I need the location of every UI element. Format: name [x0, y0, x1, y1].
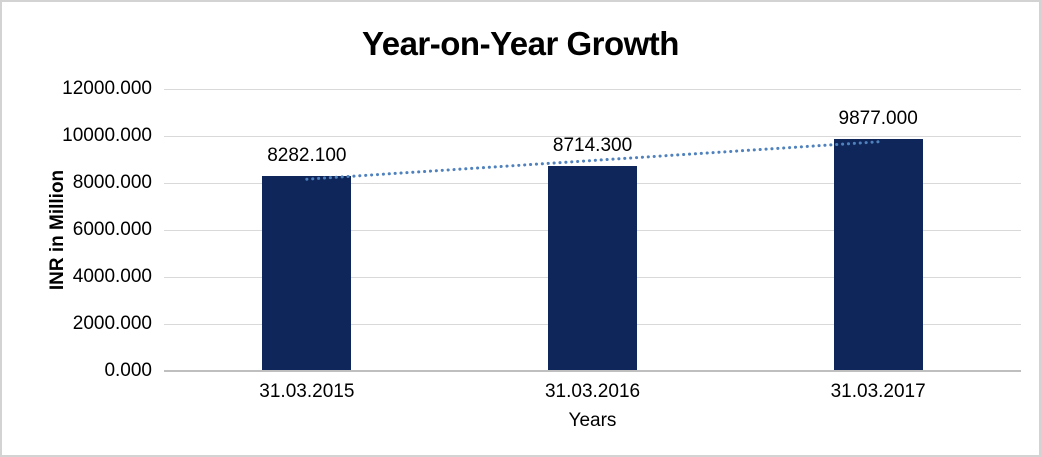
x-category-label-2016: 31.03.2016: [544, 381, 641, 402]
x-category-label-2017: 31.03.2017: [830, 381, 926, 402]
plot-area: 8282.100 8714.300 9877.000: [164, 89, 1021, 372]
bar-2017: [833, 138, 923, 371]
y-tick-label: 12000.000: [62, 78, 152, 99]
chart-title: Year-on-Year Growth: [362, 25, 679, 62]
data-label-2016: 8714.300: [552, 135, 633, 157]
y-tick-label: 0.000: [104, 360, 152, 381]
y-tick-label: 6000.000: [72, 219, 152, 240]
x-axis-title: Years: [568, 410, 617, 431]
gridline: [164, 89, 1021, 90]
x-category-label-2015: 31.03.2015: [259, 381, 355, 402]
y-tick-label: 2000.000: [72, 313, 152, 334]
trendline: [305, 140, 880, 181]
data-label-2015: 8282.100: [267, 145, 347, 167]
gridline: [164, 136, 1021, 137]
y-tick-label: 8000.000: [72, 172, 152, 193]
bar-2016: [548, 166, 637, 371]
bar-2015: [262, 176, 352, 371]
y-tick-label: 4000.000: [72, 266, 152, 287]
y-tick-label: 10000.000: [62, 125, 152, 146]
x-axis-line: [164, 370, 1021, 372]
data-label-2017: 9877.000: [838, 107, 918, 129]
